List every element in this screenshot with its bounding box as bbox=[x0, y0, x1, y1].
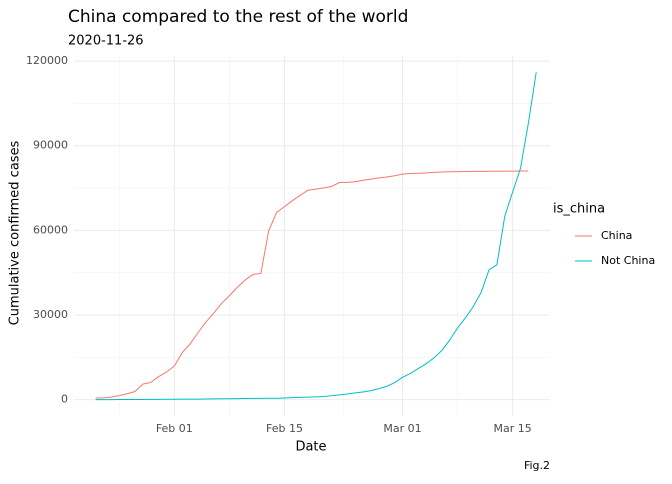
y-tick-label: 0 bbox=[61, 393, 68, 406]
x-tick-label: Mar 15 bbox=[494, 422, 532, 435]
y-tick-label: 90000 bbox=[33, 139, 68, 152]
y-tick-label: 60000 bbox=[33, 223, 68, 236]
y-axis-label: Cumulative confirmed cases bbox=[8, 140, 23, 325]
y-tick-label: 30000 bbox=[33, 308, 68, 321]
x-tick-label: Feb 15 bbox=[266, 422, 303, 435]
legend-title: is_china bbox=[553, 202, 605, 217]
data-line bbox=[95, 170, 529, 399]
data-line bbox=[95, 72, 537, 401]
legend-label: Not China bbox=[601, 254, 655, 267]
x-axis-label: Date bbox=[295, 440, 326, 455]
x-tick-label: Mar 01 bbox=[383, 422, 421, 435]
chart-subtitle: 2020-11-26 bbox=[68, 34, 144, 49]
caption: Fig.2 bbox=[524, 459, 550, 472]
legend-label: China bbox=[601, 229, 632, 242]
x-tick-label: Feb 01 bbox=[156, 422, 193, 435]
chart-title: China compared to the rest of the world bbox=[68, 7, 408, 27]
y-tick-label: 120000 bbox=[26, 54, 68, 67]
